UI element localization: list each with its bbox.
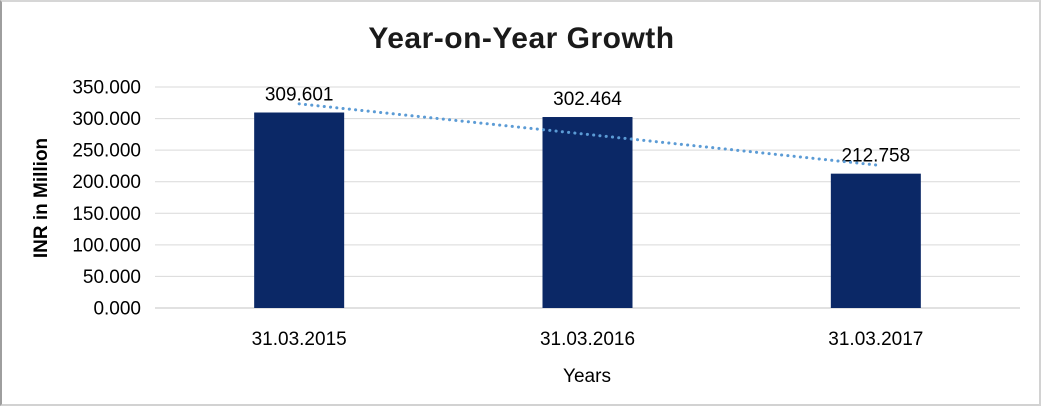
- bar: [830, 173, 921, 308]
- bar: [254, 112, 345, 308]
- y-tick-label: 250.000: [72, 141, 141, 162]
- y-tick-label: 300.000: [72, 109, 141, 130]
- chart-title: Year-on-Year Growth: [368, 22, 675, 55]
- y-tick-label: 200.000: [72, 172, 141, 193]
- x-tick-label: 31.03.2015: [252, 329, 347, 350]
- x-tick-label: 31.03.2016: [540, 329, 635, 350]
- trendline: [297, 102, 878, 167]
- y-tick-label: 50.000: [83, 267, 141, 288]
- y-tick-label: 100.000: [72, 235, 141, 256]
- bar-value-label: 212.758: [841, 146, 910, 167]
- y-tick-label: 0.000: [93, 299, 141, 320]
- bar-value-label: 302.464: [553, 89, 622, 110]
- bar: [542, 117, 633, 308]
- x-axis-title: Years: [563, 366, 611, 387]
- bar-value-label: 309.601: [265, 85, 334, 106]
- x-tick-label: 31.03.2017: [828, 329, 923, 350]
- y-tick-label: 150.000: [72, 204, 141, 225]
- y-tick-label: 350.000: [72, 78, 141, 99]
